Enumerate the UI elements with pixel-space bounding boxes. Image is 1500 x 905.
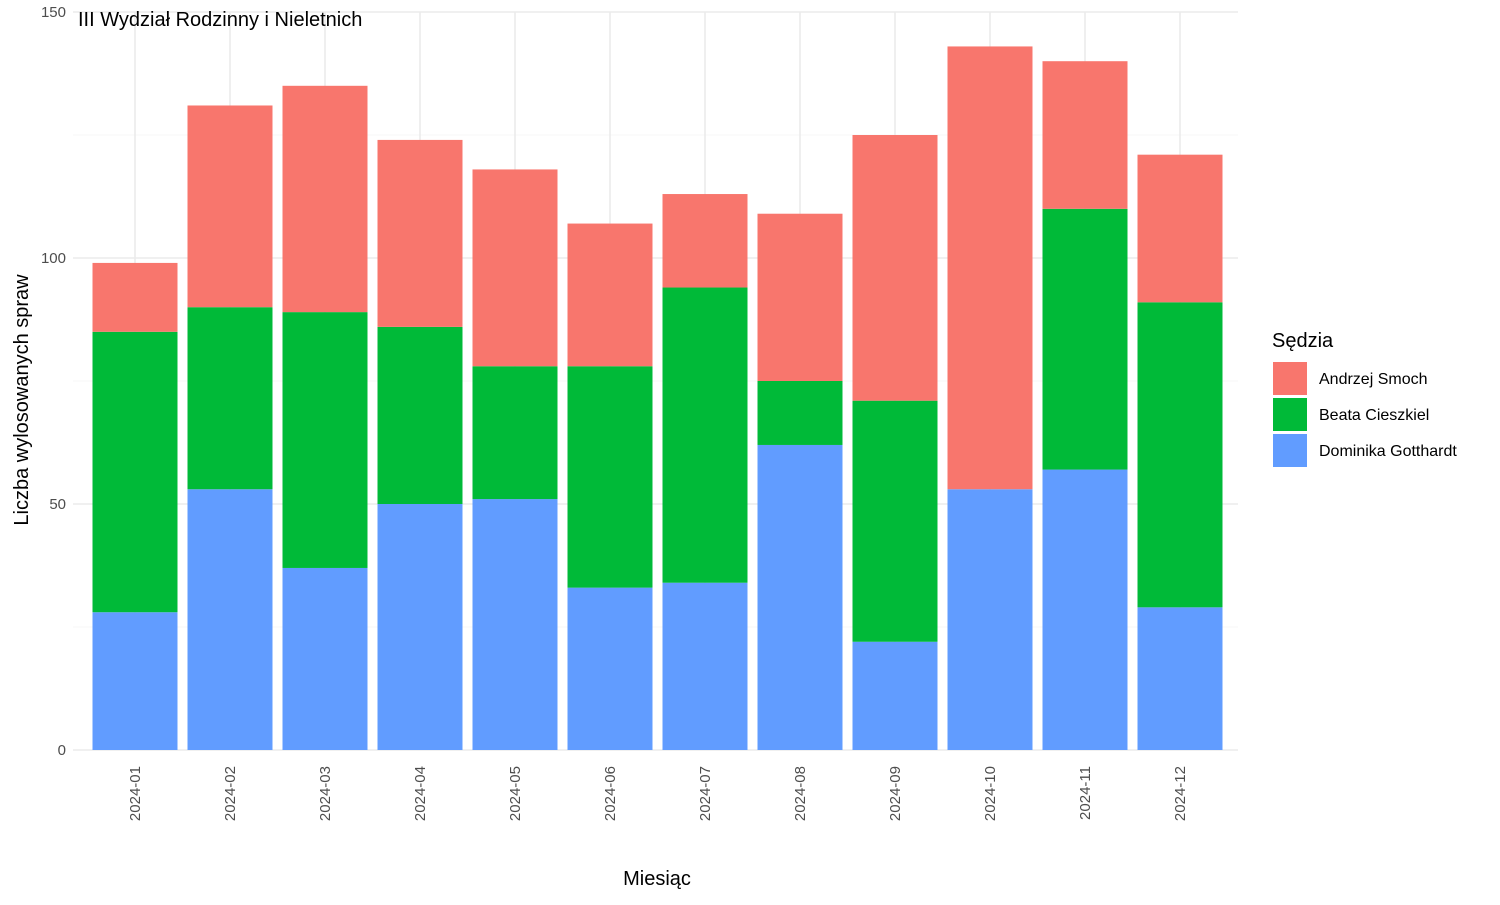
bar-segment: Andrzej Smoch 2024-12: 30: [1137, 154, 1223, 303]
bar-segment: Dominika Gotthardt 2024-10: 53: [947, 489, 1033, 750]
x-tick-label: 2024-05: [507, 766, 524, 821]
y-tick-label: 100: [41, 250, 66, 267]
y-axis-title: Liczba wylosowanych spraw: [11, 274, 33, 526]
x-tick-label: 2024-01: [127, 766, 144, 821]
x-tick-label: 2024-02: [222, 766, 239, 821]
x-tick-label: 2024-04: [412, 766, 429, 821]
bar-segment: Beata Cieszkiel 2024-05: 27: [472, 366, 558, 500]
bar-segment: Beata Cieszkiel 2024-08: 13: [757, 381, 843, 445]
legend-swatch: [1273, 362, 1307, 395]
x-tick-label: 2024-12: [1172, 766, 1189, 821]
bar-segment: Dominika Gotthardt 2024-09: 22: [852, 641, 938, 750]
bar-segment: Dominika Gotthardt 2024-07: 34: [662, 582, 748, 750]
bar-segment: Dominika Gotthardt 2024-11: 57: [1042, 469, 1128, 750]
bar-segment: Dominika Gotthardt 2024-12: 29: [1137, 607, 1223, 750]
bar-segment: Beata Cieszkiel 2024-06: 45: [567, 366, 653, 588]
bar-segment: Dominika Gotthardt 2024-01: 28: [92, 612, 178, 750]
bar-segment: Andrzej Smoch 2024-07: 19: [662, 194, 748, 288]
bar-segment: Dominika Gotthardt 2024-08: 62: [757, 444, 843, 750]
bar-segment: Beata Cieszkiel 2024-01: 57: [92, 331, 178, 613]
x-tick-label: 2024-10: [982, 766, 999, 821]
bar-segment: Andrzej Smoch 2024-09: 54: [852, 135, 938, 401]
x-tick-label: 2024-03: [317, 766, 334, 821]
x-tick-label: 2024-07: [697, 766, 714, 821]
legend: Sędzia Andrzej Smoch Beata Cieszkiel Domin…: [1272, 330, 1457, 467]
x-tick-labels: 2024-01 2024-02 2024-03 2024-04 2024-05 2024-…: [127, 766, 1189, 821]
legend-title: Sędzia: [1272, 330, 1334, 352]
bar-segment: Andrzej Smoch 2024-06: 29: [567, 223, 653, 367]
bar-segment: Beata Cieszkiel 2024-09: 49: [852, 400, 938, 642]
bar-segment: Beata Cieszkiel 2024-03: 52: [282, 312, 368, 568]
x-tick-label: 2024-11: [1077, 766, 1094, 820]
bar-segment: Beata Cieszkiel 2024-11: 53: [1042, 208, 1128, 470]
bars-layer: Dominika Gotthardt 2024-01: 28Beata Cies…: [92, 46, 1223, 750]
bar-segment: Beata Cieszkiel 2024-07: 60: [662, 287, 748, 583]
bar-segment: Dominika Gotthardt 2024-04: 50: [377, 504, 463, 750]
y-tick-label: 0: [58, 742, 66, 759]
legend-swatch: [1273, 434, 1307, 467]
x-tick-label: 2024-06: [602, 766, 619, 821]
chart-title: III Wydział Rodzinny i Nieletnich: [78, 9, 362, 31]
bar-segment: Andrzej Smoch 2024-08: 34: [757, 213, 843, 381]
x-tick-label: 2024-08: [792, 766, 809, 821]
bar-segment: Beata Cieszkiel 2024-04: 36: [377, 326, 463, 504]
y-tick-label: 50: [49, 496, 66, 513]
bar-segment: Dominika Gotthardt 2024-03: 37: [282, 567, 368, 750]
bar-segment: Andrzej Smoch 2024-03: 46: [282, 85, 368, 313]
legend-items: Andrzej Smoch Beata Cieszkiel Dominika Got…: [1273, 362, 1457, 467]
bar-segment: Andrzej Smoch 2024-10: 90: [947, 46, 1033, 490]
legend-swatch: [1273, 398, 1307, 431]
bar-segment: Dominika Gotthardt 2024-05: 51: [472, 499, 558, 750]
x-axis-title: Miesiąc: [623, 868, 691, 890]
y-tick-labels: 0 50 100 150: [41, 4, 66, 759]
legend-label: Beata Cieszkiel: [1319, 407, 1429, 424]
y-tick-label: 150: [41, 4, 66, 21]
bar-segment: Andrzej Smoch 2024-05: 40: [472, 169, 558, 367]
bar-segment: Andrzej Smoch 2024-11: 30: [1042, 61, 1128, 209]
bar-segment: Andrzej Smoch 2024-04: 38: [377, 139, 463, 327]
bar-segment: Beata Cieszkiel 2024-02: 37: [187, 307, 273, 490]
bar-segment: Beata Cieszkiel 2024-12: 62: [1137, 302, 1223, 608]
bar-segment: Dominika Gotthardt 2024-02: 53: [187, 489, 273, 750]
bar-segment: Andrzej Smoch 2024-02: 41: [187, 105, 273, 308]
bar-segment: Andrzej Smoch 2024-01: 14: [92, 262, 178, 332]
bar-segment: Dominika Gotthardt 2024-06: 33: [567, 587, 653, 750]
legend-label: Dominika Gotthardt: [1319, 443, 1457, 460]
legend-label: Andrzej Smoch: [1319, 371, 1428, 388]
x-tick-label: 2024-09: [887, 766, 904, 821]
